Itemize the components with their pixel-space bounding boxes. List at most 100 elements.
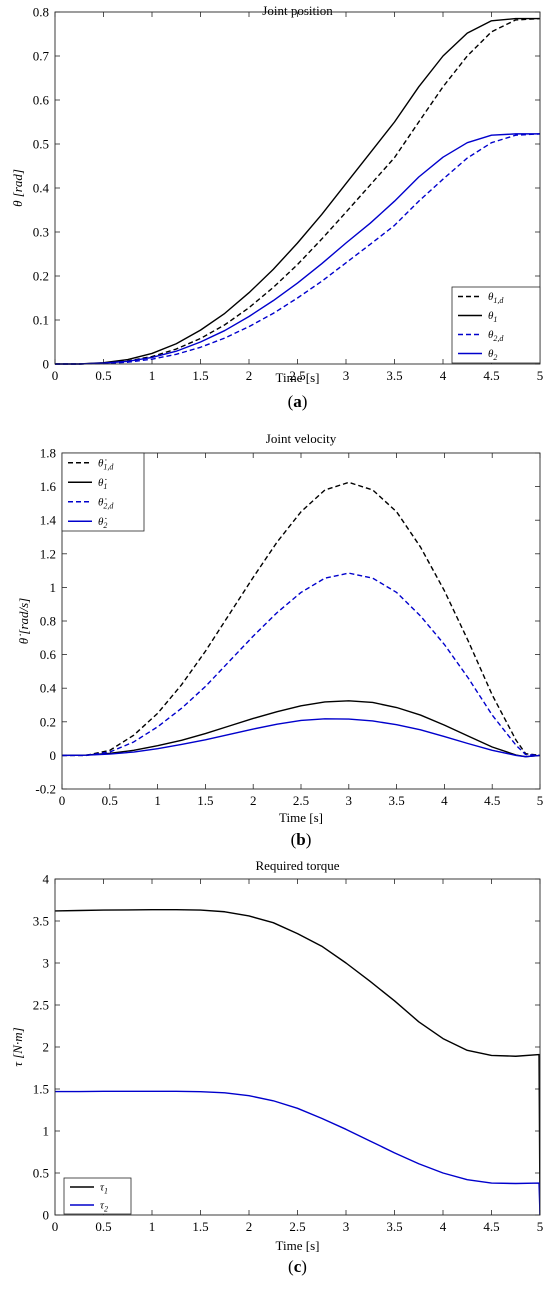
x-tick-label: 3.5 — [386, 1219, 402, 1234]
x-tick-label: 3.5 — [388, 793, 404, 808]
x-tick-label: 1 — [154, 793, 161, 808]
y-tick-label: 0 — [50, 748, 57, 763]
y-tick-label: -0.2 — [35, 782, 56, 797]
panel-label: (a) — [288, 392, 308, 411]
chart-title: Required torque — [255, 858, 339, 873]
y-axis-label: τ [N·m] — [10, 1027, 25, 1066]
y-tick-label: 3.5 — [33, 914, 49, 929]
y-tick-label: 1 — [43, 1124, 50, 1139]
x-tick-label: 2 — [246, 368, 253, 383]
legend-entry: θ̇2 — [98, 516, 107, 530]
series-line-3 — [62, 572, 540, 757]
chart-a: Joint position 0 0.5 1 1.5 2 2.5 3 3.5 4 4.5 5 0 0.1 0… — [10, 3, 543, 411]
x-tick-label: 1.5 — [197, 793, 213, 808]
y-tick-label: 4 — [43, 872, 50, 887]
y-axis-label: θ̇ [rad/s] — [16, 598, 31, 644]
y-tick-label: 0.5 — [33, 1166, 49, 1181]
plot-area — [55, 879, 540, 1215]
series-line-2 — [62, 700, 540, 758]
y-tick-label: 2.5 — [33, 998, 49, 1013]
axes-frame — [54, 11, 541, 365]
x-tick-label: 4 — [441, 793, 448, 808]
x-tick-label: 3.5 — [386, 368, 402, 383]
y-tick-label: 0 — [43, 1208, 50, 1223]
legend: θ̇1,d θ̇1 θ̇2,d θ̇2 — [61, 452, 145, 532]
series-line-4 — [55, 133, 540, 365]
series-line-2 — [55, 17, 540, 365]
y-tick-label: 0.6 — [33, 93, 50, 108]
x-tick-label: 5 — [537, 793, 544, 808]
legend-entry: θ2 — [488, 348, 497, 362]
y-tick-label: 1.6 — [40, 479, 57, 494]
x-tick-label: 3 — [343, 1219, 350, 1234]
y-tick-label: 0.4 — [33, 181, 50, 196]
series-line-2 — [55, 1090, 540, 1216]
x-tick-label: 2 — [250, 793, 257, 808]
y-tick-label: 0 — [43, 357, 50, 372]
series-line-3 — [55, 133, 540, 365]
y-tick-label: 0.8 — [40, 614, 56, 629]
y-tick-label: 1.2 — [40, 546, 56, 561]
legend-entry: θ̇2,d — [98, 496, 114, 510]
y-tick-label: 1.4 — [40, 513, 57, 528]
x-tick-label: 2.5 — [289, 1219, 305, 1234]
y-tick-label: 0.8 — [33, 5, 49, 20]
y-tick-label: 0.6 — [40, 647, 57, 662]
x-tick-label: 5 — [537, 368, 544, 383]
x-tick-label: 1 — [149, 1219, 156, 1234]
legend-entry: θ2,d — [488, 329, 504, 343]
y-tick-label: 1.8 — [40, 446, 56, 461]
y-tick-label: 2 — [43, 1040, 50, 1055]
y-tick-label: 0.5 — [33, 137, 49, 152]
y-tick-label: 0.7 — [33, 49, 50, 64]
legend-entry: θ1 — [488, 310, 497, 324]
x-tick-label: 1.5 — [192, 368, 208, 383]
series-line-1 — [62, 481, 540, 757]
chart-c: Required torque 0 0.5 1 1.5 2 2.5 3 3.5 4 4.5 5 0 0.5… — [10, 858, 543, 1276]
axes-frame — [54, 878, 541, 1216]
legend-entry: θ1,d — [488, 291, 504, 305]
x-tick-label: 4.5 — [483, 368, 499, 383]
legend-entry: θ̇1,d — [98, 457, 114, 471]
x-tick-label: 3 — [343, 368, 350, 383]
x-axis-label: Time [s] — [276, 370, 320, 385]
y-tick-label: 0.2 — [40, 714, 56, 729]
legend: θ1,d θ1 θ2,d θ2 — [451, 286, 541, 364]
y-axis-label: θ [rad] — [10, 169, 25, 207]
x-tick-label: 4 — [440, 1219, 447, 1234]
x-tick-label: 3 — [346, 793, 353, 808]
x-tick-label: 5 — [537, 1219, 544, 1234]
legend-entry: τ2 — [100, 1200, 108, 1214]
series-line-1 — [55, 908, 540, 1216]
y-tick-label: 0.3 — [33, 225, 49, 240]
y-tick-label: 1.5 — [33, 1082, 49, 1097]
x-axis-label: Time [s] — [279, 810, 323, 825]
x-tick-label: 0.5 — [95, 1219, 111, 1234]
legend-box — [63, 1177, 132, 1215]
x-tick-label: 4 — [440, 368, 447, 383]
x-tick-label: 1 — [149, 368, 156, 383]
axes-frame — [61, 452, 541, 790]
y-tick-label: 1 — [50, 580, 57, 595]
y-tick-label: 0.1 — [33, 313, 49, 328]
x-tick-label: 0 — [59, 793, 66, 808]
x-tick-label: 2 — [246, 1219, 253, 1234]
x-tick-label: 1.5 — [192, 1219, 208, 1234]
legend-box — [451, 286, 541, 364]
y-tick-label: 0.2 — [33, 269, 49, 284]
chart-title: Joint position — [262, 3, 333, 18]
x-tick-label: 0.5 — [95, 368, 111, 383]
legend-entry: τ1 — [100, 1182, 108, 1196]
x-tick-label: 0.5 — [102, 793, 118, 808]
series-line-4 — [62, 718, 540, 758]
legend-entry: θ̇1 — [98, 477, 107, 491]
x-tick-label: 0 — [52, 1219, 59, 1234]
x-tick-label: 4.5 — [483, 1219, 499, 1234]
x-tick-label: 0 — [52, 368, 59, 383]
x-tick-label: 2.5 — [289, 368, 305, 383]
y-tick-label: 0.4 — [40, 681, 57, 696]
chart-title: Joint velocity — [266, 431, 337, 446]
